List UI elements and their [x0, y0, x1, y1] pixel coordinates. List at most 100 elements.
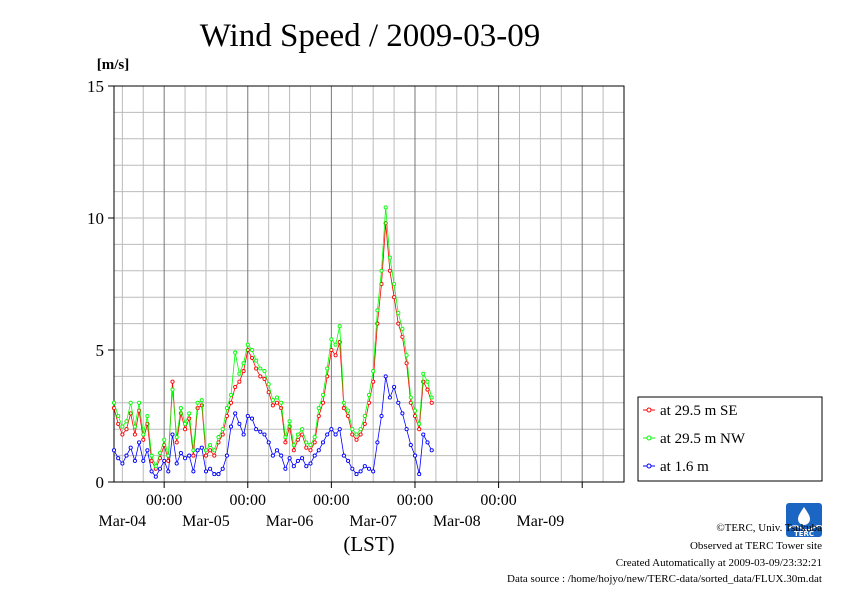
series-point — [274, 395, 280, 400]
series-point — [387, 255, 392, 260]
series-point — [417, 427, 422, 432]
series-point — [404, 353, 409, 358]
series-point — [346, 458, 351, 463]
footer-observed: Observed at TERC Tower site — [690, 540, 822, 552]
series-point — [157, 450, 163, 456]
series-point — [396, 321, 401, 326]
series-point — [283, 440, 288, 445]
series-point — [291, 464, 296, 469]
series-point — [400, 326, 405, 331]
series-layer — [111, 205, 434, 479]
series-point — [392, 281, 397, 287]
series-point — [254, 366, 259, 371]
series-point — [320, 392, 326, 397]
series-point — [120, 424, 125, 429]
series-point — [141, 437, 146, 442]
x-time-label: 00:00 — [313, 492, 349, 509]
series-point — [325, 366, 330, 371]
series-point — [208, 448, 213, 453]
x-time-label: 00:00 — [480, 492, 516, 509]
footer-created: Created Automatically at 2009-03-09/23:3… — [616, 557, 822, 569]
y-tick-label: 0 — [96, 473, 105, 492]
series-point — [254, 427, 259, 432]
terc-logo: TERC — [786, 503, 823, 538]
series-point — [371, 369, 376, 374]
series-point — [270, 398, 275, 403]
series-point — [354, 472, 359, 477]
legend-swatch-marker — [646, 463, 652, 469]
series-point — [241, 361, 246, 366]
series-point — [320, 440, 326, 445]
series-point — [379, 268, 384, 273]
series-point — [220, 466, 225, 471]
series-point — [183, 421, 188, 426]
series-point — [220, 427, 225, 432]
x-time-label: 00:00 — [146, 492, 182, 509]
series-point — [166, 469, 171, 474]
series-point — [291, 442, 296, 448]
series-point — [183, 456, 188, 461]
series-point — [337, 324, 342, 329]
series-point — [187, 453, 192, 458]
series-point — [116, 456, 121, 461]
series-point — [233, 384, 238, 390]
series-point — [291, 448, 296, 453]
series-point — [228, 424, 234, 429]
series-point — [116, 421, 121, 426]
series-point — [417, 421, 422, 426]
series-point — [366, 466, 372, 471]
series-point — [249, 416, 255, 421]
series-point — [329, 337, 334, 342]
series-point — [287, 419, 292, 424]
series-point — [162, 458, 167, 463]
series-point — [145, 448, 150, 453]
series-point — [224, 406, 229, 411]
series-point — [212, 448, 217, 453]
series-point — [358, 432, 363, 437]
series-point — [174, 440, 179, 445]
series-point — [283, 466, 288, 471]
series-point — [141, 432, 146, 437]
series-point — [300, 456, 305, 461]
series-point — [375, 440, 380, 445]
series-point — [208, 466, 213, 471]
series-point — [358, 427, 363, 432]
series-point — [274, 400, 280, 405]
series-point — [178, 450, 183, 456]
series-point — [362, 413, 367, 419]
series-point — [279, 400, 284, 405]
series-point — [199, 445, 204, 450]
series-point — [203, 453, 209, 458]
series-point — [287, 456, 292, 461]
series-point — [425, 379, 430, 384]
series-point — [283, 435, 288, 440]
series-point — [262, 432, 267, 437]
legend-box — [637, 396, 823, 482]
series-point — [203, 469, 209, 474]
series-point — [337, 427, 342, 432]
series-point — [241, 432, 246, 437]
x-date-label: Mar-05 — [182, 513, 230, 530]
y-tick-label: 5 — [96, 341, 105, 360]
legend-label: at 29.5 m NW — [660, 431, 746, 447]
series-point — [308, 442, 313, 448]
series-point — [258, 429, 263, 434]
series-point — [132, 424, 137, 429]
series-line — [113, 223, 433, 470]
series-point — [245, 413, 250, 419]
x-date-label: Mar-09 — [517, 513, 565, 530]
x-time-label: 00:00 — [397, 492, 433, 509]
series-point — [362, 464, 367, 469]
series-point — [304, 445, 309, 450]
series-point — [258, 374, 263, 379]
series-point — [312, 440, 317, 445]
series-point — [316, 448, 321, 453]
series-point — [111, 400, 117, 405]
series-point — [279, 453, 284, 458]
series-point — [396, 310, 401, 316]
series-point — [358, 469, 363, 474]
y-tick-label: 10 — [87, 209, 104, 228]
series-point — [387, 395, 392, 400]
series-point — [132, 432, 137, 437]
series-point — [170, 432, 175, 437]
